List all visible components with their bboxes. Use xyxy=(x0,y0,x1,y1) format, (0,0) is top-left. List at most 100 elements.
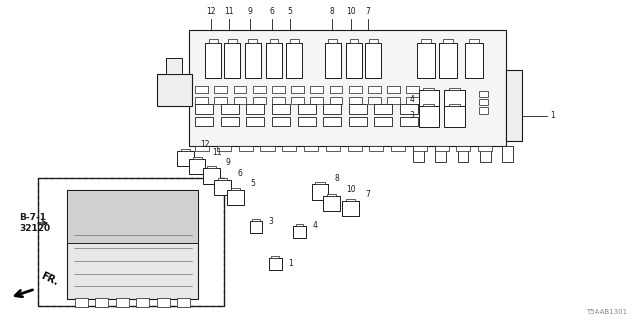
Bar xyxy=(195,86,208,93)
Bar xyxy=(177,298,190,307)
Bar xyxy=(38,178,224,306)
Bar xyxy=(400,117,418,126)
Text: 5: 5 xyxy=(250,180,255,188)
Bar xyxy=(245,43,261,78)
Bar xyxy=(365,43,381,78)
Bar xyxy=(221,117,239,126)
Text: 3: 3 xyxy=(269,217,274,226)
Bar xyxy=(291,97,304,104)
Bar xyxy=(349,117,367,126)
Bar xyxy=(479,107,488,114)
Bar xyxy=(214,97,227,104)
Bar xyxy=(205,43,221,78)
Bar xyxy=(419,106,439,127)
Bar xyxy=(349,39,358,43)
Bar xyxy=(217,146,231,151)
Bar xyxy=(269,39,278,43)
Text: 9: 9 xyxy=(226,158,231,167)
Text: 1: 1 xyxy=(288,260,292,268)
Bar xyxy=(227,190,244,205)
Text: 9: 9 xyxy=(247,7,252,16)
Bar xyxy=(326,146,340,151)
Text: 1: 1 xyxy=(550,111,555,120)
Bar xyxy=(290,39,299,43)
Bar xyxy=(221,104,239,114)
Bar xyxy=(136,298,149,307)
Bar xyxy=(266,43,282,78)
Bar xyxy=(209,39,218,43)
Bar xyxy=(296,224,303,226)
Bar xyxy=(316,182,324,184)
Bar xyxy=(95,298,108,307)
Bar xyxy=(203,168,220,184)
Text: 11: 11 xyxy=(225,7,234,16)
Bar xyxy=(231,188,240,190)
Bar xyxy=(400,104,418,114)
Bar xyxy=(312,184,328,200)
Text: 12: 12 xyxy=(207,7,216,16)
Bar xyxy=(423,104,435,106)
Text: 3: 3 xyxy=(410,111,415,120)
Bar xyxy=(116,298,129,307)
Bar xyxy=(387,86,400,93)
Bar xyxy=(67,190,198,243)
Bar xyxy=(272,117,290,126)
Bar xyxy=(323,196,340,211)
Bar xyxy=(228,39,237,43)
Bar xyxy=(413,146,424,162)
Bar xyxy=(177,151,194,166)
Bar xyxy=(272,86,285,93)
Bar xyxy=(234,97,246,104)
Bar xyxy=(368,86,381,93)
Bar xyxy=(248,39,257,43)
Text: 12: 12 xyxy=(200,140,210,149)
Bar xyxy=(479,99,488,105)
Text: 4: 4 xyxy=(410,95,415,104)
Text: 7: 7 xyxy=(365,190,371,199)
Bar xyxy=(181,149,190,151)
Bar xyxy=(349,104,367,114)
Text: 32120: 32120 xyxy=(19,224,51,233)
Bar xyxy=(246,104,264,114)
Bar xyxy=(420,39,431,43)
Bar xyxy=(506,70,522,141)
Bar xyxy=(444,91,465,111)
Bar xyxy=(443,39,453,43)
Bar xyxy=(449,88,460,91)
Bar xyxy=(325,43,341,78)
Bar xyxy=(253,86,266,93)
Bar xyxy=(327,194,336,196)
Bar xyxy=(282,146,296,151)
Bar xyxy=(423,88,435,91)
Text: B-7-1: B-7-1 xyxy=(19,213,46,222)
Bar xyxy=(310,86,323,93)
Bar xyxy=(368,97,381,104)
Bar xyxy=(272,97,285,104)
Bar xyxy=(444,106,465,127)
Bar xyxy=(323,104,341,114)
Bar xyxy=(250,221,262,233)
Bar xyxy=(252,219,260,221)
Bar xyxy=(328,39,337,43)
Bar xyxy=(157,74,192,106)
Text: 8: 8 xyxy=(335,174,339,183)
Text: FR.: FR. xyxy=(40,271,60,287)
Bar xyxy=(239,146,253,151)
Bar xyxy=(75,298,88,307)
Bar xyxy=(189,159,205,174)
Bar xyxy=(310,97,323,104)
Bar xyxy=(269,258,282,270)
Text: 8: 8 xyxy=(329,7,334,16)
Bar xyxy=(193,157,202,159)
Bar xyxy=(304,146,318,151)
Bar xyxy=(342,201,359,216)
Bar xyxy=(234,86,246,93)
Bar xyxy=(417,43,435,78)
Bar xyxy=(214,180,231,195)
Text: 7: 7 xyxy=(365,7,371,16)
Bar xyxy=(349,86,362,93)
Bar xyxy=(330,86,342,93)
Bar xyxy=(67,190,198,299)
Bar xyxy=(406,86,419,93)
Bar xyxy=(293,226,306,238)
